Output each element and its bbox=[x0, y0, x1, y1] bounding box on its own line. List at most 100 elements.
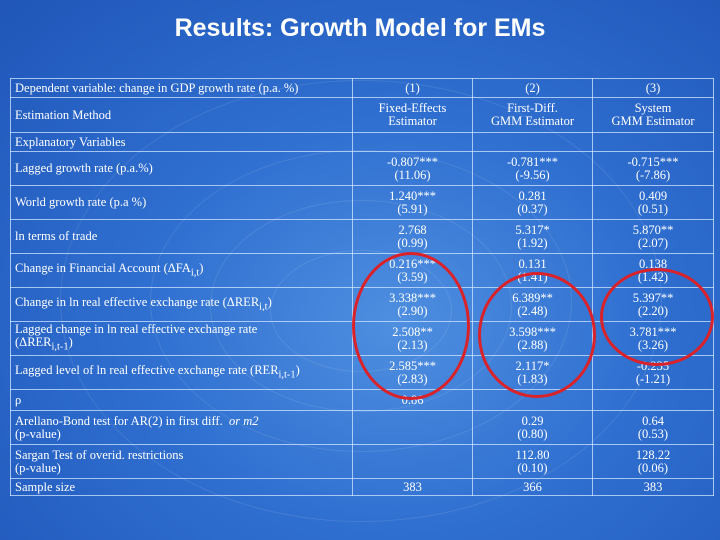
table-row: ln terms of trade 2.768 (0.99) 5.317* (1.9… bbox=[10, 219, 714, 254]
row-label-tail: ) bbox=[267, 294, 272, 309]
sargan-label: Sargan Test of overid. restrictions (p-v… bbox=[10, 444, 353, 479]
t-stat: (3.59) bbox=[397, 269, 428, 284]
arellano-bond-label-em: or m2 bbox=[228, 413, 259, 428]
p-value: (0.80) bbox=[517, 426, 548, 441]
sargan-row: Sargan Test of overid. restrictions (p-v… bbox=[10, 444, 714, 479]
sargan-cell: 112.80 (0.10) bbox=[472, 444, 593, 479]
coef-cell: 0.216*** (3.59) bbox=[352, 253, 473, 288]
coef-cell: 2.117* (1.83) bbox=[472, 355, 593, 390]
sample-size-label: Sample size bbox=[10, 478, 353, 496]
coef-cell: 1.240*** (5.91) bbox=[352, 185, 473, 220]
table-row: Lagged level of ln real effective exchan… bbox=[10, 355, 714, 390]
t-stat: (2.83) bbox=[397, 371, 428, 386]
row-label: World growth rate (p.a %) bbox=[10, 185, 353, 220]
coef-value: 0.409 bbox=[638, 188, 668, 203]
coef-value: 0.131 bbox=[518, 256, 547, 271]
coef-cell: 6.389** (2.48) bbox=[472, 287, 593, 322]
estimation-method-1-line2: Estimator bbox=[388, 114, 437, 128]
t-stat: (-9.56) bbox=[515, 167, 550, 182]
arellano-bond-label-text: Arellano-Bond test for AR(2) in first di… bbox=[15, 413, 223, 428]
explanatory-variables-label: Explanatory Variables bbox=[10, 132, 353, 152]
coef-cell: 2.768 (0.99) bbox=[352, 219, 473, 254]
p-value: (0.06) bbox=[637, 460, 669, 475]
coef-value: 3.598*** bbox=[509, 324, 556, 339]
sample-size-row: Sample size 383 366 383 bbox=[10, 478, 714, 496]
coef-cell: -0.781*** (-9.56) bbox=[472, 151, 593, 186]
estimation-method-row: Estimation Method Fixed-Effects Estimato… bbox=[10, 97, 714, 133]
t-stat: (0.37) bbox=[517, 201, 548, 216]
arellano-bond-label-line1: Arellano-Bond test for AR(2) in first di… bbox=[15, 413, 348, 428]
coef-value: 0.216*** bbox=[389, 256, 436, 271]
t-stat: (0.51) bbox=[637, 201, 669, 216]
coef-value: 2.508** bbox=[392, 324, 433, 339]
rho-value-1: 0.86 bbox=[352, 389, 473, 411]
coef-value: 0.281 bbox=[518, 188, 547, 203]
column-header-1: (1) bbox=[352, 78, 473, 98]
coef-value: 5.870** bbox=[632, 222, 674, 237]
table-row: Lagged change in ln real effective excha… bbox=[10, 321, 714, 356]
coef-value: -0.715*** bbox=[627, 154, 679, 169]
arellano-bond-cell bbox=[352, 410, 473, 445]
row-label-tail: ) bbox=[68, 335, 73, 350]
coef-cell: 5.870** (2.07) bbox=[592, 219, 714, 254]
sargan-label-line1: Sargan Test of overid. restrictions bbox=[15, 447, 184, 462]
coef-value: -0.807*** bbox=[386, 154, 439, 169]
rho-value-3 bbox=[592, 389, 714, 411]
estimation-method-2: First-Diff. GMM Estimator bbox=[472, 97, 593, 133]
sample-size-1: 383 bbox=[352, 478, 473, 496]
t-stat: (1.42) bbox=[637, 269, 669, 284]
empty-cell bbox=[472, 132, 593, 152]
coef-value: 2.117* bbox=[515, 358, 550, 373]
coef-cell: 0.409 (0.51) bbox=[592, 185, 714, 220]
t-stat: (0.99) bbox=[397, 235, 428, 250]
test-value: 112.80 bbox=[515, 447, 550, 462]
estimation-method-2-line1: First-Diff. bbox=[507, 101, 558, 115]
t-stat: (2.13) bbox=[397, 337, 428, 352]
coef-value: -0.781*** bbox=[506, 154, 559, 169]
row-label-text: Change in ln real effective exchange rat… bbox=[15, 294, 260, 309]
coef-cell: 0.281 (0.37) bbox=[472, 185, 593, 220]
coef-cell: 5.397** (2.20) bbox=[592, 287, 714, 322]
test-value: 128.22 bbox=[635, 447, 671, 462]
t-stat: (2.07) bbox=[637, 235, 669, 250]
estimation-method-1-line1: Fixed-Effects bbox=[378, 101, 447, 115]
arellano-bond-cell: 0.64 (0.53) bbox=[592, 410, 714, 445]
coef-value: 5.317* bbox=[515, 222, 550, 237]
t-stat: (1.41) bbox=[517, 269, 548, 284]
column-header-3: (3) bbox=[592, 78, 714, 98]
coef-value: -0.235 bbox=[636, 358, 670, 373]
empty-cell bbox=[352, 132, 473, 152]
row-label-text: Lagged change in ln real effective excha… bbox=[15, 322, 258, 337]
coef-cell: 3.598*** (2.88) bbox=[472, 321, 593, 356]
estimation-method-1: Fixed-Effects Estimator bbox=[352, 97, 473, 133]
coef-value: 3.781*** bbox=[629, 324, 677, 339]
t-stat: (5.91) bbox=[397, 201, 428, 216]
table-row: Change in Financial Account (ΔFAi,t) 0.2… bbox=[10, 253, 714, 288]
sample-size-3: 383 bbox=[592, 478, 714, 496]
row-label: ln terms of trade bbox=[10, 219, 353, 254]
row-label: Lagged change in ln real effective excha… bbox=[10, 321, 353, 356]
rho-row: ρ 0.86 bbox=[10, 389, 714, 411]
row-label-subscript: i,t bbox=[190, 267, 200, 279]
row-label-tail: ) bbox=[199, 260, 204, 275]
rho-label: ρ bbox=[10, 389, 353, 411]
arellano-bond-label: Arellano-Bond test for AR(2) in first di… bbox=[10, 410, 353, 445]
test-value: 0.64 bbox=[642, 413, 664, 428]
arellano-bond-row: Arellano-Bond test for AR(2) in first di… bbox=[10, 410, 714, 445]
t-stat: (2.48) bbox=[517, 303, 548, 318]
table-row: Change in ln real effective exchange rat… bbox=[10, 287, 714, 322]
estimation-method-3: System GMM Estimator bbox=[592, 97, 714, 133]
p-value: (0.53) bbox=[637, 426, 669, 441]
coef-cell: 0.138 (1.42) bbox=[592, 253, 714, 288]
t-stat: (2.90) bbox=[397, 303, 428, 318]
t-stat: (2.88) bbox=[517, 337, 548, 352]
row-label-text: Lagged level of ln real effective exchan… bbox=[15, 362, 279, 377]
estimation-method-2-line2: GMM Estimator bbox=[491, 114, 574, 128]
test-value: 0.29 bbox=[521, 413, 544, 428]
arellano-bond-cell: 0.29 (0.80) bbox=[472, 410, 593, 445]
coef-value: 3.338*** bbox=[389, 290, 436, 305]
t-stat: (-7.86) bbox=[635, 167, 671, 182]
t-stat: (1.83) bbox=[517, 371, 548, 386]
coef-value: 1.240*** bbox=[389, 188, 436, 203]
coef-value: 0.138 bbox=[638, 256, 668, 271]
